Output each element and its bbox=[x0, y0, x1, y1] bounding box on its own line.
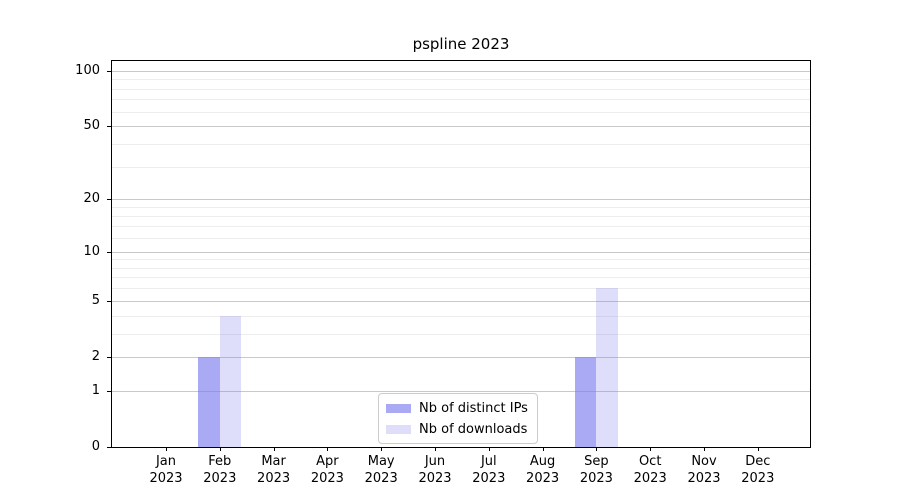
chart-title: pspline 2023 bbox=[412, 35, 510, 53]
gridline-minor bbox=[112, 79, 810, 81]
y-tick-label: 2 bbox=[91, 349, 100, 365]
gridline-minor bbox=[112, 288, 810, 290]
x-tick-label: Feb 2023 bbox=[203, 454, 237, 486]
y-tick-mark bbox=[107, 198, 111, 200]
gridline-minor bbox=[112, 277, 810, 279]
y-tick-mark bbox=[107, 126, 111, 128]
bar-distinct-ips-sep-2023 bbox=[574, 357, 597, 447]
y-tick-mark bbox=[107, 447, 111, 448]
x-tick-label: Oct 2023 bbox=[633, 454, 667, 486]
gridline-major bbox=[112, 251, 810, 253]
x-tick-label: May 2023 bbox=[364, 454, 398, 486]
x-tick-label: Jun 2023 bbox=[418, 454, 452, 486]
gridline-major bbox=[112, 300, 810, 302]
gridline-major bbox=[112, 198, 810, 200]
bar-distinct-ips-feb-2023 bbox=[198, 357, 220, 447]
gridline-minor bbox=[112, 206, 810, 208]
plot-area bbox=[111, 60, 811, 448]
x-tick-label: Jan 2023 bbox=[149, 454, 183, 486]
bar-downloads-sep-2023 bbox=[596, 288, 618, 447]
gridline-minor bbox=[112, 315, 810, 317]
y-tick-mark bbox=[107, 390, 111, 392]
x-tick-mark bbox=[273, 447, 275, 451]
legend-swatch-distinct-ips-icon bbox=[386, 403, 411, 413]
gridline-minor bbox=[112, 167, 810, 168]
gridline-minor bbox=[112, 267, 810, 269]
x-tick-label: Dec 2023 bbox=[741, 454, 775, 486]
gridline-minor bbox=[112, 216, 810, 217]
x-tick-mark bbox=[596, 447, 598, 451]
x-tick-mark bbox=[542, 447, 544, 451]
gridline-major bbox=[112, 390, 810, 392]
y-tick-mark bbox=[107, 251, 111, 253]
y-tick-label: 100 bbox=[75, 62, 100, 78]
gridline-minor bbox=[112, 99, 810, 101]
x-tick-label: Apr 2023 bbox=[310, 454, 344, 486]
gridline-minor bbox=[112, 88, 810, 90]
y-tick-label: 1 bbox=[91, 382, 100, 398]
gridline-major bbox=[112, 357, 810, 359]
gridline-minor bbox=[112, 237, 810, 239]
x-tick-label: Nov 2023 bbox=[687, 454, 721, 486]
x-tick-label: Sep 2023 bbox=[579, 454, 613, 486]
legend-item-downloads: Nb of downloads bbox=[386, 420, 528, 438]
x-tick-mark bbox=[757, 447, 759, 451]
y-tick-label: 5 bbox=[91, 292, 100, 308]
x-tick-mark bbox=[381, 447, 383, 451]
gridline-minor bbox=[112, 259, 810, 261]
x-tick-label: Aug 2023 bbox=[526, 454, 560, 486]
x-tick-mark bbox=[488, 447, 490, 451]
y-tick-label: 20 bbox=[83, 190, 100, 206]
legend: Nb of distinct IPs Nb of downloads bbox=[378, 393, 538, 444]
gridline-minor bbox=[112, 226, 810, 228]
x-tick-mark bbox=[435, 447, 436, 451]
legend-label-downloads: Nb of downloads bbox=[419, 421, 528, 437]
x-tick-mark bbox=[219, 447, 221, 451]
gridline-major bbox=[112, 70, 810, 72]
gridline-major bbox=[112, 126, 810, 128]
x-tick-mark bbox=[327, 447, 329, 451]
x-tick-label: Jul 2023 bbox=[472, 454, 506, 486]
x-tick-mark bbox=[166, 447, 167, 451]
y-tick-label: 0 bbox=[91, 439, 100, 454]
legend-label-distinct-ips: Nb of distinct IPs bbox=[419, 400, 528, 416]
y-tick-mark bbox=[107, 70, 111, 72]
x-tick-label: Mar 2023 bbox=[257, 454, 291, 486]
y-tick-mark bbox=[107, 357, 111, 359]
y-tick-label: 50 bbox=[83, 118, 100, 134]
gridline-minor bbox=[112, 111, 810, 113]
gridline-minor bbox=[112, 334, 810, 335]
legend-swatch-downloads-icon bbox=[386, 424, 411, 434]
legend-item-distinct-ips: Nb of distinct IPs bbox=[386, 399, 528, 417]
y-tick-label: 10 bbox=[83, 243, 100, 259]
y-tick-mark bbox=[107, 300, 111, 302]
bar-downloads-feb-2023 bbox=[219, 315, 242, 447]
x-tick-mark bbox=[704, 447, 705, 451]
x-tick-mark bbox=[650, 447, 652, 451]
gridline-minor bbox=[112, 144, 810, 146]
